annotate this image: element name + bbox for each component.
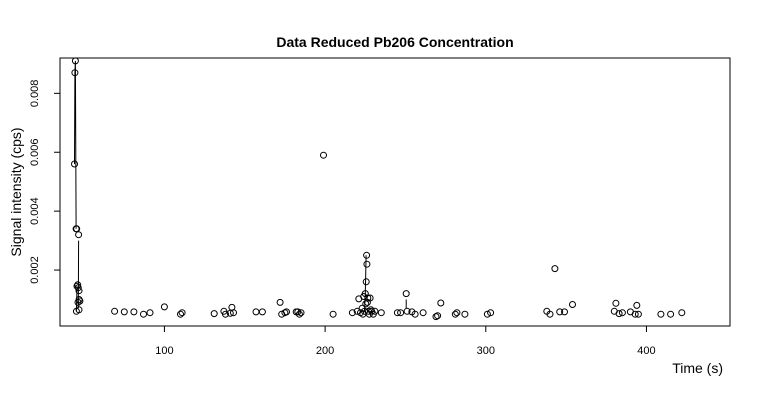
data-point	[561, 308, 568, 316]
data-point	[667, 310, 675, 318]
x-axis-label: Time (s)	[672, 360, 723, 376]
data-point	[397, 309, 405, 317]
data-point	[434, 312, 442, 320]
data-point	[419, 309, 427, 317]
data-point	[283, 308, 290, 316]
data-point	[362, 278, 370, 286]
data-point	[160, 303, 168, 311]
y-tick-label: 0.008	[29, 80, 41, 108]
data-point	[451, 310, 459, 318]
data-point	[483, 310, 491, 318]
data-point	[297, 309, 305, 317]
data-point	[411, 310, 419, 318]
data-point	[569, 301, 576, 308]
data-point	[678, 309, 686, 317]
data-point	[177, 310, 184, 318]
data-point	[120, 308, 128, 316]
data-point	[111, 307, 119, 315]
data-point	[363, 251, 371, 259]
data-point	[634, 310, 642, 318]
data-point	[230, 309, 237, 317]
data-point	[258, 308, 266, 316]
data-point	[348, 309, 356, 317]
data-point	[75, 231, 83, 239]
data-point	[487, 309, 495, 317]
data-point	[329, 310, 337, 318]
data-point	[551, 265, 559, 273]
chart-title: Data Reduced Pb206 Concentration	[276, 34, 513, 50]
data-point	[453, 309, 461, 317]
y-axis-label: Signal intensity (cps)	[8, 127, 24, 256]
data-point	[437, 299, 445, 307]
x-tick-label: 400	[637, 345, 655, 357]
data-point	[366, 294, 374, 302]
data-point	[74, 284, 82, 292]
data-point	[615, 310, 623, 318]
data-points	[71, 57, 686, 321]
data-point	[252, 308, 260, 316]
data-point	[320, 151, 327, 159]
data-point	[618, 309, 626, 317]
plot-frame	[59, 57, 731, 327]
y-axis: 0.002 0.004 0.006 0.008	[29, 80, 61, 284]
data-point	[276, 298, 284, 306]
data-point	[295, 310, 303, 318]
x-tick-label: 300	[477, 345, 495, 357]
data-point	[146, 309, 154, 317]
data-point	[633, 301, 641, 309]
data-point	[657, 310, 665, 318]
data-point	[71, 57, 79, 65]
data-point	[130, 308, 138, 316]
data-point	[362, 300, 370, 308]
data-point	[353, 307, 361, 315]
data-point	[76, 297, 84, 305]
data-point	[631, 310, 639, 318]
data-point	[71, 69, 79, 77]
data-point	[71, 160, 78, 168]
data-point	[363, 260, 371, 268]
y-tick-label: 0.006	[29, 138, 41, 166]
data-point	[222, 310, 229, 318]
data-point	[612, 299, 620, 307]
data-point	[403, 307, 411, 315]
data-point	[75, 287, 83, 295]
data-point	[210, 310, 218, 318]
data-point	[546, 310, 554, 318]
data-point	[364, 294, 372, 302]
x-axis: 100 200 300 400	[155, 325, 656, 357]
connecting-line	[74, 60, 77, 229]
data-point	[377, 309, 385, 317]
data-point	[140, 310, 147, 318]
y-tick-label: 0.002	[29, 256, 41, 284]
data-point	[75, 306, 83, 314]
x-tick-label: 200	[316, 345, 334, 357]
data-point	[393, 309, 401, 317]
data-point	[371, 307, 379, 315]
data-point	[178, 309, 186, 317]
data-point	[402, 290, 410, 298]
data-point	[461, 310, 469, 318]
connecting-lines	[74, 60, 407, 312]
y-tick-label: 0.004	[29, 197, 41, 225]
x-tick-label: 100	[155, 345, 173, 357]
data-point	[556, 308, 564, 316]
